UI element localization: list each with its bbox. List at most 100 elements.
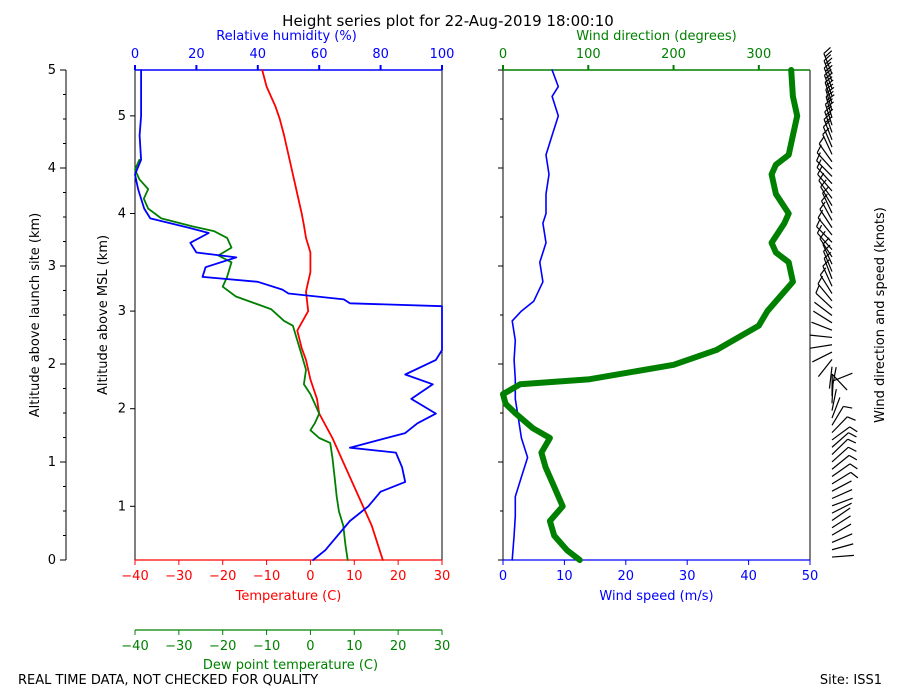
wind-barb-shaft — [824, 103, 833, 126]
rh-tick-label: 20 — [188, 47, 205, 62]
wind-barb-shaft — [824, 111, 833, 133]
wind-barb-shaft — [831, 366, 837, 389]
rh-series-line — [134, 69, 443, 561]
site-label: Site: ISS1 — [819, 673, 882, 688]
wind-dir-tick-label: 0 — [499, 47, 507, 62]
wind-direction-series-line — [500, 67, 801, 563]
rh-tick-label: 40 — [250, 47, 267, 62]
rh-axis-label: Relative humidity (%) — [216, 29, 357, 44]
wind-dir-tick-label: 100 — [576, 47, 601, 62]
temperature-series-line — [261, 69, 384, 561]
temperature-tick-label: −40 — [121, 569, 148, 584]
wind-panel: 0 10 20 30 40 50 Wind speed (m/s) 0 100 200 300 Win… — [498, 29, 888, 604]
wind-barb-shaft — [828, 366, 833, 389]
wind-speed-tick-label: 50 — [802, 569, 819, 584]
inner-left-tick-label: 1 — [118, 499, 126, 514]
wind-speed-tick-label: 20 — [618, 569, 635, 584]
temperature-tick-label: −30 — [165, 569, 192, 584]
wind-barb-shaft — [819, 208, 833, 228]
wind-barb-shaft — [823, 53, 833, 75]
inner-left-axis-label: Altitude above MSL (km) — [96, 235, 111, 395]
outer-left-axis-label: Altitude above launch site (km) — [28, 213, 43, 417]
wind-barb-shaft — [831, 438, 849, 456]
wind-barb-feather — [819, 267, 827, 276]
wind-barb-shaft — [831, 432, 849, 448]
outer-left-tick-label: 3 — [48, 259, 56, 274]
wind-barb-shaft — [831, 489, 853, 500]
wind-barb-shaft — [831, 523, 852, 536]
inner-left-tick-label: 2 — [118, 402, 126, 417]
wind-barb-shaft — [831, 406, 844, 426]
wind-barb-shaft — [817, 359, 833, 378]
wind-barb-shaft — [817, 283, 833, 302]
wind-speed-series-line — [511, 69, 560, 561]
wind-barb-shaft — [831, 463, 851, 478]
wind-barb-feather — [849, 463, 858, 470]
dewpoint-tick-label: 30 — [434, 639, 451, 654]
wind-barb-shaft — [816, 167, 833, 185]
wind-barb-shaft — [810, 344, 833, 349]
wind-barb-shaft — [831, 446, 849, 463]
wind-speed-axis-label: Wind speed (m/s) — [599, 589, 713, 604]
wind-barb-feather — [847, 416, 856, 421]
wind-barb-shaft — [825, 96, 833, 118]
wind-barb-shaft — [818, 143, 833, 163]
outer-left-tick-label: 2 — [48, 357, 56, 372]
wind-barb-shaft — [831, 533, 853, 543]
wind-barb-shaft — [831, 471, 852, 485]
wind-barb-feather — [843, 405, 853, 409]
wind-barb-shaft — [819, 238, 833, 258]
wind-barb-shaft — [822, 251, 833, 272]
wind-dir-tick-label: 200 — [661, 47, 686, 62]
outer-left-tick-label: 5 — [48, 63, 56, 78]
inner-left-tick-label: 3 — [118, 304, 126, 319]
wind-barb-shaft — [831, 497, 853, 507]
dewpoint-tick-label: −40 — [121, 639, 148, 654]
wind-barb-shaft — [831, 397, 841, 419]
temperature-axis-label: Temperature (C) — [235, 589, 342, 604]
wind-barb-shaft — [822, 126, 833, 148]
wind-barb-feather — [824, 116, 833, 123]
wind-barb-feather — [817, 209, 824, 219]
wind-speed-tick-label: 40 — [740, 569, 757, 584]
wind-barb-shaft — [811, 321, 833, 331]
wind-barb-feather — [823, 112, 832, 120]
wind-barb-shaft — [823, 258, 833, 280]
temperature-tick-label: 30 — [434, 569, 451, 584]
wind-barb-shaft — [816, 232, 833, 250]
wind-barb-shaft — [816, 152, 833, 170]
wind-barb-shaft — [816, 160, 833, 177]
wind-barb-shaft — [818, 180, 833, 199]
outer-left-tick-label: 4 — [48, 161, 56, 176]
wind-barb-feather — [850, 471, 859, 479]
temperature-tick-label: 10 — [346, 569, 363, 584]
rh-tick-label: 100 — [430, 47, 455, 62]
wind-barb-feather — [823, 54, 832, 62]
wind-barb-feather — [849, 426, 858, 433]
wind-dir-axis-label: Wind direction (degrees) — [576, 29, 736, 44]
wind-barb-shaft — [822, 243, 833, 265]
rh-tick-label: 0 — [131, 47, 139, 62]
wind-barb-shaft — [822, 265, 833, 287]
wind-barb-shaft — [831, 502, 852, 514]
wind-barbs — [810, 46, 859, 558]
wind-dir-tick-label: 300 — [746, 47, 771, 62]
wind-speed-tick-label: 0 — [499, 569, 507, 584]
dewpoint-tick-label: 0 — [306, 639, 314, 654]
temperature-tick-label: 0 — [306, 569, 314, 584]
wind-barb-shaft — [817, 173, 833, 192]
wind-barb-feather — [823, 61, 832, 69]
wind-barb-shaft — [819, 274, 833, 294]
wind-barb-feather — [848, 432, 857, 438]
wind-barb-feather — [848, 454, 858, 461]
temperature-tick-label: −10 — [253, 569, 280, 584]
chart-title: Height series plot for 22-Aug-2019 18:00… — [282, 12, 614, 30]
wind-barb-shaft — [814, 301, 833, 316]
wind-barb-feather — [815, 284, 820, 294]
wind-barb-feather — [820, 179, 827, 188]
temperature-tick-label: 20 — [390, 569, 407, 584]
wind-barb-feather — [848, 446, 857, 452]
dewpoint-tick-label: −30 — [165, 639, 192, 654]
wind-barb-shaft — [822, 192, 833, 214]
